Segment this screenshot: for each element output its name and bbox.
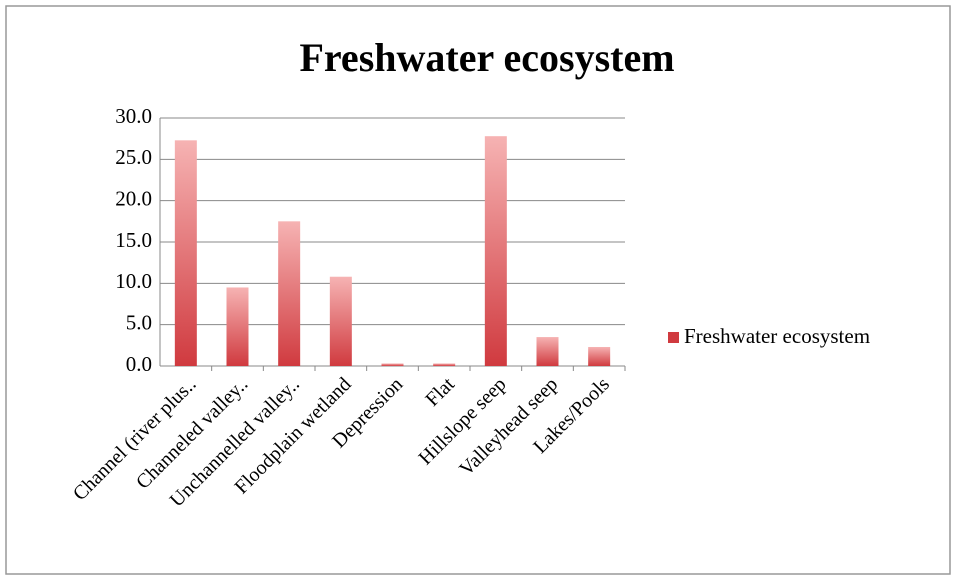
y-tick-label: 20.0 [115, 186, 152, 210]
chart-title: Freshwater ecosystem [299, 35, 674, 80]
bar [329, 276, 352, 366]
bar [588, 346, 611, 366]
bar [433, 363, 456, 366]
y-tick-label: 30.0 [115, 104, 152, 128]
y-tick-label: 10.0 [115, 269, 152, 293]
legend-swatch [668, 332, 679, 343]
bar [484, 136, 507, 366]
bar [174, 140, 197, 366]
y-tick-label: 0.0 [126, 352, 152, 376]
x-tick-label: Flat [421, 373, 459, 411]
legend-label: Freshwater ecosystem [684, 324, 870, 348]
frame [5, 5, 951, 575]
bar [381, 363, 404, 366]
bar [536, 337, 559, 366]
y-tick-label: 5.0 [126, 310, 152, 334]
bar [226, 287, 249, 366]
y-tick-label: 25.0 [115, 145, 152, 169]
y-tick-label: 15.0 [115, 228, 152, 252]
bar [278, 221, 301, 366]
